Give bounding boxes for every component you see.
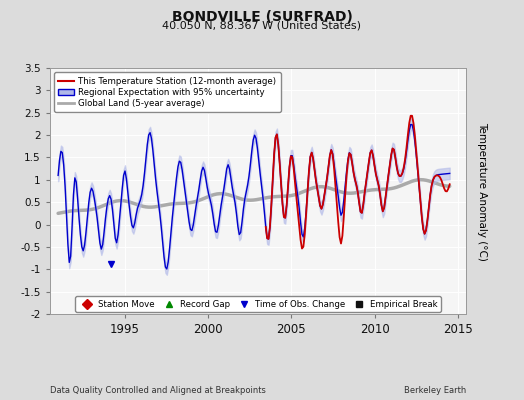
Text: Berkeley Earth: Berkeley Earth (404, 386, 466, 395)
Text: BONDVILLE (SURFRAD): BONDVILLE (SURFRAD) (171, 10, 353, 24)
Text: Data Quality Controlled and Aligned at Breakpoints: Data Quality Controlled and Aligned at B… (50, 386, 266, 395)
Text: 40.050 N, 88.367 W (United States): 40.050 N, 88.367 W (United States) (162, 21, 362, 31)
Y-axis label: Temperature Anomaly (°C): Temperature Anomaly (°C) (477, 122, 487, 260)
Legend: Station Move, Record Gap, Time of Obs. Change, Empirical Break: Station Move, Record Gap, Time of Obs. C… (75, 296, 441, 312)
